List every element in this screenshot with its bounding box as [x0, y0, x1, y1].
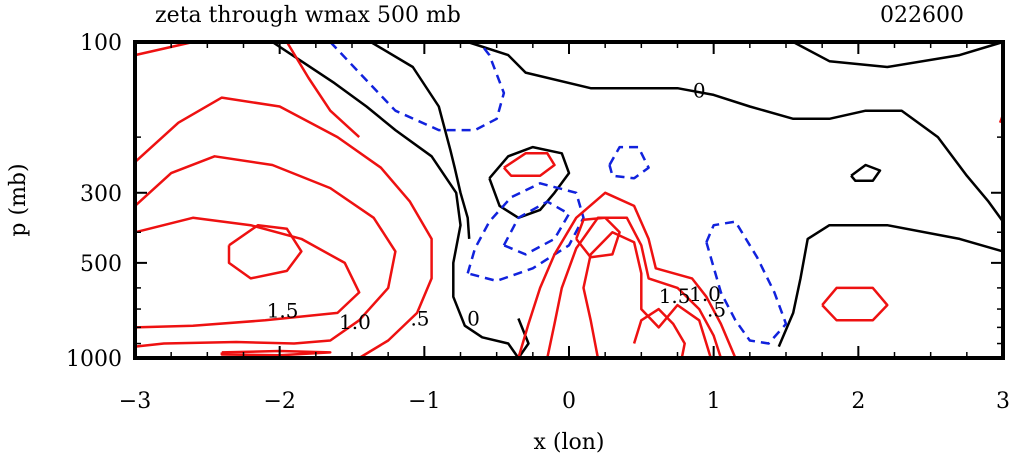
- x-tick-label: 1: [707, 389, 721, 414]
- y-tick-label: 1000: [66, 347, 122, 372]
- pos-contour-left-core: [227, 223, 303, 280]
- contour-label: 0: [467, 307, 480, 331]
- pos-contour-low-right: [632, 307, 686, 359]
- pos-contour-right-small: [821, 286, 889, 322]
- zero-contour-center: [488, 145, 571, 220]
- chart-title: zeta through wmax 500 mb: [155, 3, 461, 28]
- contour-layer: [134, 40, 1005, 360]
- pos-contour-center-3: [582, 231, 712, 359]
- neg-dashed-center-inner: [502, 200, 571, 256]
- zero-contour-right: [777, 223, 1004, 348]
- zero-contour-small-right: [850, 163, 882, 183]
- pos-contour-left-mid: [134, 155, 397, 348]
- y-axis-label: p (mb): [6, 163, 31, 236]
- contour-label: 1.5: [267, 299, 299, 323]
- contour-label-layer: 01.5 1.0.5 01.51.0.5: [267, 79, 726, 335]
- x-tick-label: −2: [263, 389, 295, 414]
- y-tick-label: 300: [80, 182, 122, 207]
- pos-contour-top-left: [134, 40, 194, 57]
- x-tick-label: 0: [562, 389, 576, 414]
- chart-timestamp: 022600: [880, 3, 964, 28]
- x-tick-label: 3: [996, 389, 1010, 414]
- pos-contour-left-inner: [134, 216, 361, 329]
- zero-contour-lower-mid: [517, 318, 530, 359]
- x-tick-label: −1: [408, 389, 440, 414]
- y-tick-layer: 100 300 500 1000: [66, 31, 1003, 372]
- contour-label: 1.0: [689, 282, 721, 306]
- x-axis-label: x (lon): [533, 430, 604, 455]
- neg-dashed-center: [466, 182, 585, 283]
- pos-contour-bottom-left: [220, 349, 332, 357]
- x-tick-layer: −3 −2 −1 0 1 2 3: [119, 42, 1010, 414]
- contour-label: 0: [693, 79, 706, 103]
- pos-contour-center-core: [575, 216, 621, 259]
- zero-contour-top-right: [792, 40, 1004, 69]
- pos-contour-center-2: [546, 216, 723, 359]
- zero-contour-left: [271, 40, 520, 359]
- neg-dashed-top: [329, 41, 506, 132]
- neg-dashed-upper-right: [608, 145, 650, 180]
- pos-contour-left-top-arc: [285, 41, 361, 139]
- neg-dashed-right: [705, 220, 788, 345]
- y-tick-label: 500: [80, 252, 122, 277]
- x-tick-label: 2: [851, 389, 865, 414]
- contour-label: .5: [410, 307, 429, 331]
- pos-contour-left-outer: [134, 96, 433, 360]
- zero-contour-top: [370, 40, 471, 239]
- plot-frame: [133, 40, 1005, 360]
- pos-contour-upper-center: [502, 152, 556, 177]
- contour-label: 1.5: [659, 284, 691, 308]
- x-tick-label: −3: [119, 389, 151, 414]
- y-tick-label: 100: [80, 31, 122, 56]
- contour-label: .5: [707, 298, 726, 322]
- pos-contour-center-outer: [517, 191, 737, 359]
- contour-label: 1.0: [339, 310, 371, 334]
- zero-contour-upper: [467, 40, 1005, 223]
